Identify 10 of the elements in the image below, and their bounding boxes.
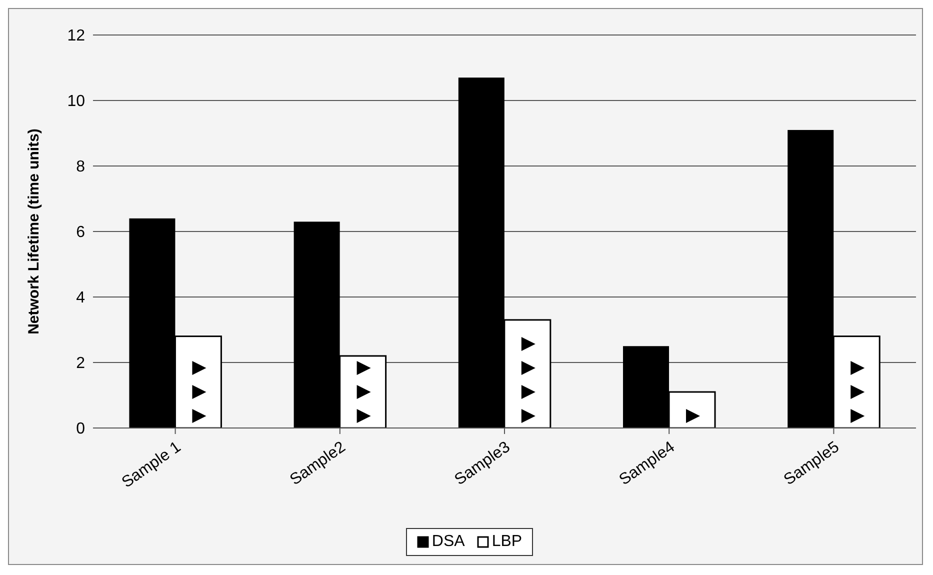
- y-tick-label: 10: [67, 93, 86, 110]
- y-tick-label: 4: [76, 290, 86, 307]
- y-tick-label: 2: [76, 355, 86, 372]
- y-tick-label: 0: [76, 420, 86, 438]
- legend-label: DSA: [430, 533, 465, 551]
- y-tick-label: 8: [76, 158, 86, 176]
- legend-label: LBP: [490, 533, 522, 551]
- y-tick-label: 12: [67, 28, 86, 45]
- y-tick-label: 6: [76, 224, 86, 242]
- y-axis-title: Network Lifetime (time units): [25, 128, 42, 334]
